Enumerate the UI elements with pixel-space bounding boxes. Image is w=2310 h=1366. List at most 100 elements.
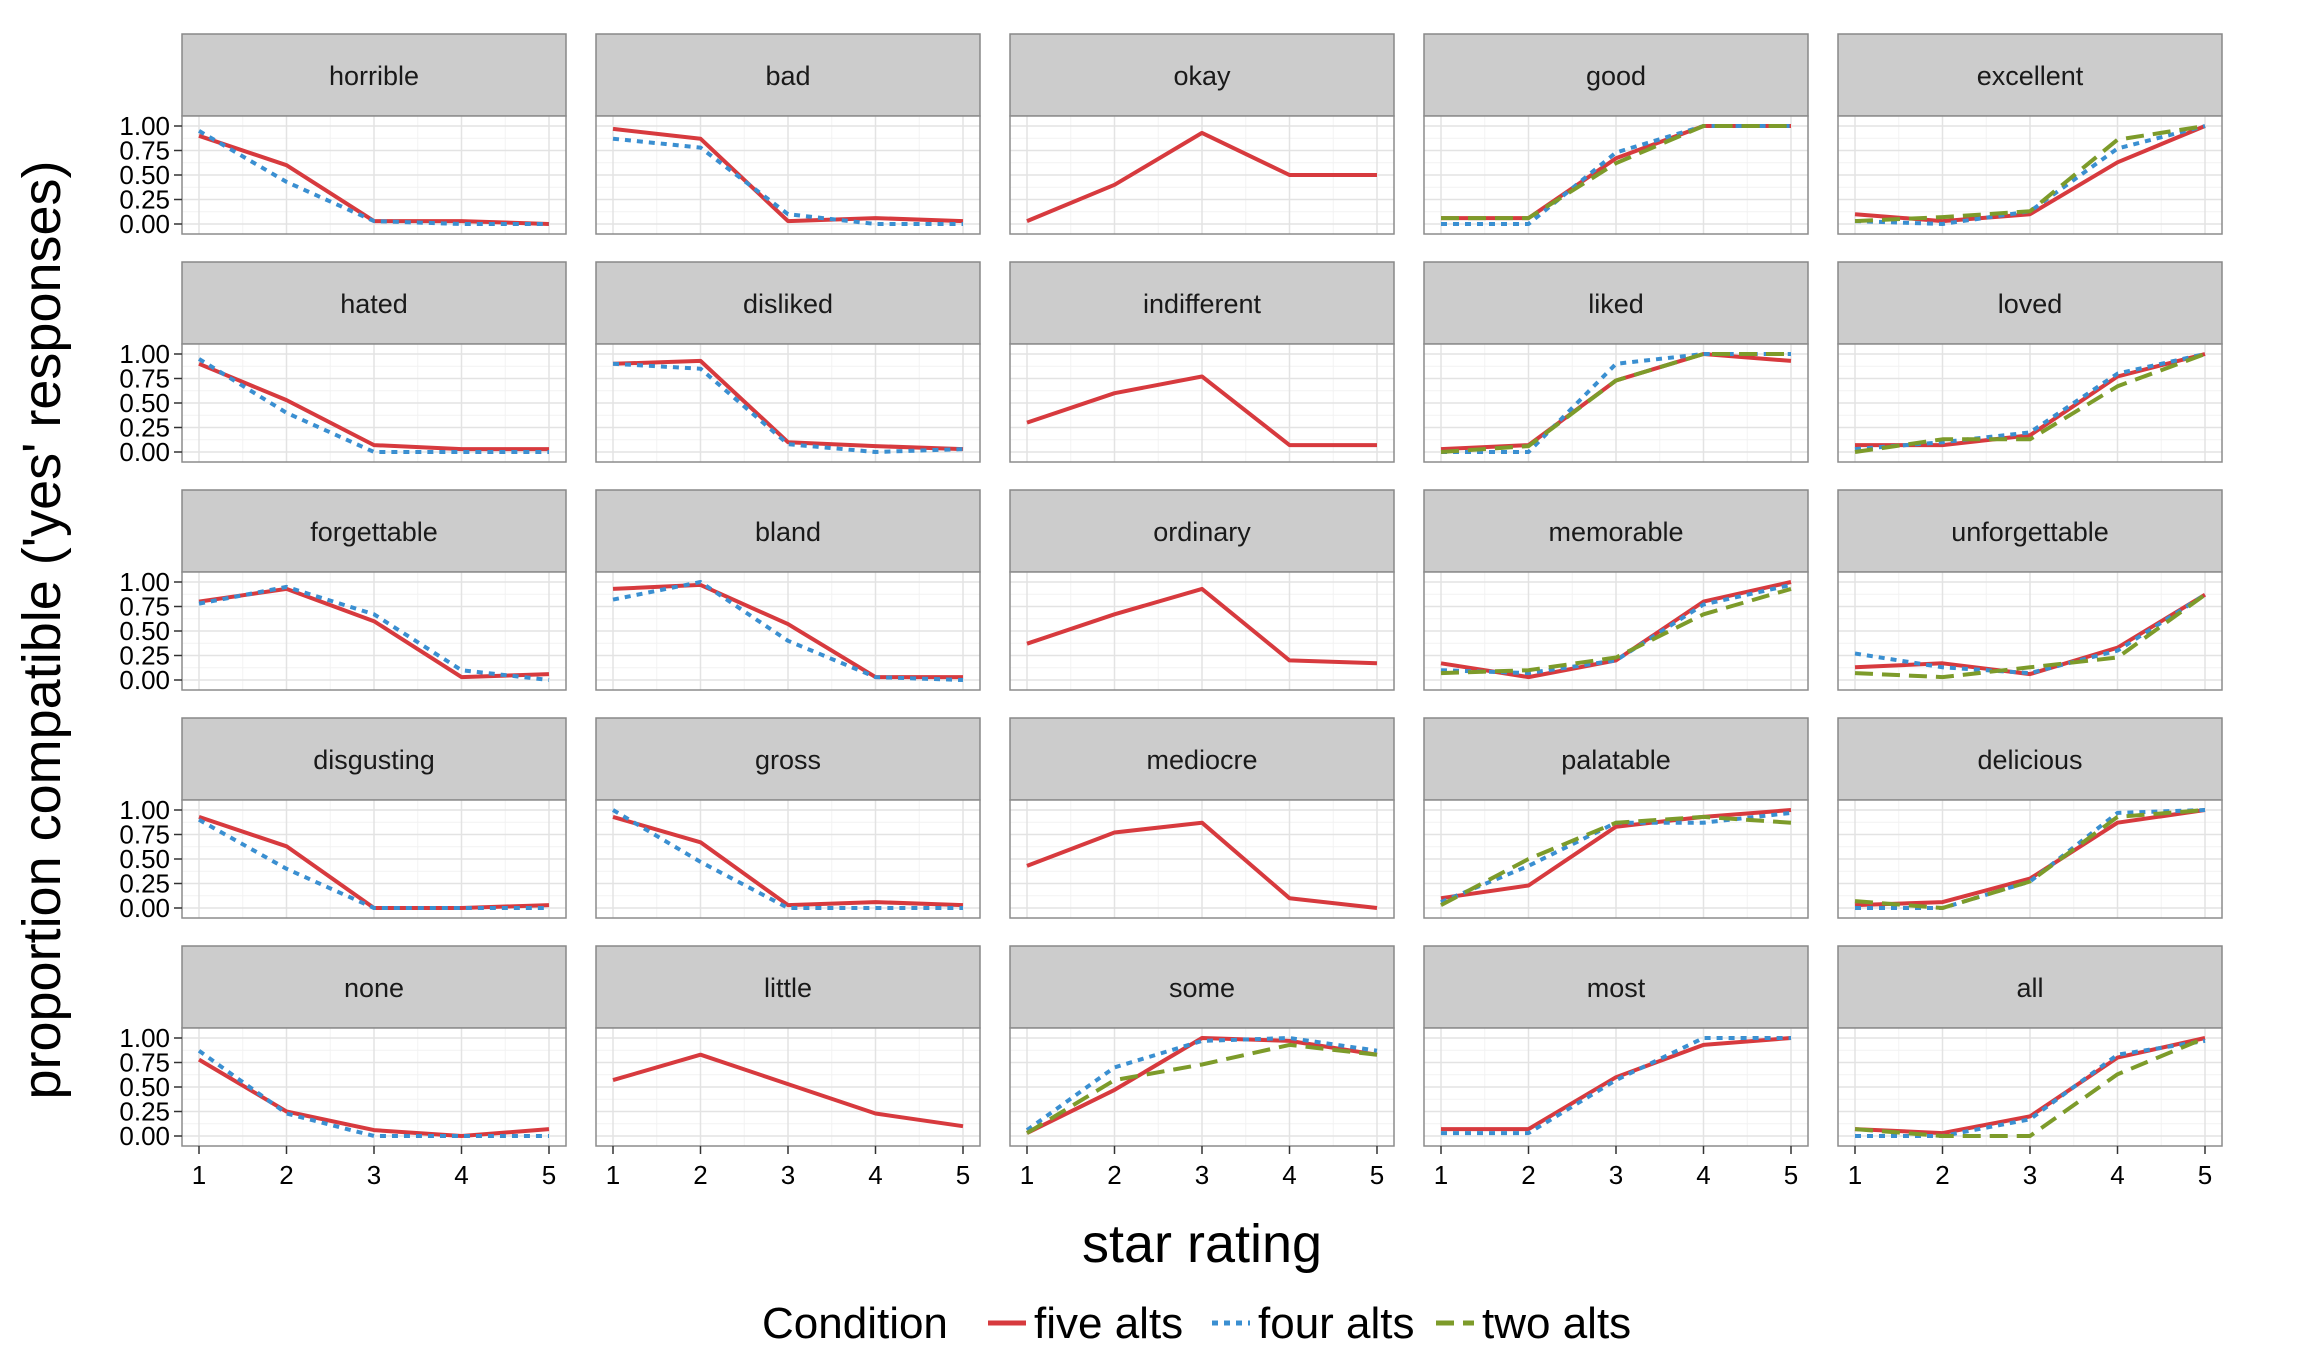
panel-border <box>1423 571 1809 691</box>
y-tick-label: 0.75 <box>119 136 170 166</box>
legend-title: Condition <box>762 1299 948 1348</box>
series-line-five-alts <box>1026 130 1377 223</box>
x-tick-label: 5 <box>1370 1160 1384 1190</box>
panel-strip <box>1009 33 1395 117</box>
y-tick-label: 0.25 <box>119 1097 170 1127</box>
panel-title: forgettable <box>310 517 438 547</box>
y-tick-label: 0.25 <box>119 413 170 443</box>
y-tick-label: 0.00 <box>119 437 170 467</box>
x-tick-label: 2 <box>1107 1160 1121 1190</box>
y-tick-label: 0.75 <box>119 364 170 394</box>
panel-strip <box>1837 717 2223 801</box>
series-line-two-alts <box>1854 352 2206 454</box>
panel-border <box>1837 343 2223 463</box>
series-line-four-alts <box>611 808 963 910</box>
y-tick-label: 0.25 <box>119 641 170 671</box>
x-tick-label: 3 <box>2023 1160 2037 1190</box>
x-tick-label: 1 <box>1434 1160 1448 1190</box>
series-line-five-alts <box>612 126 964 224</box>
panel-none: none 0.000.250.500.751.00 1 2 3 4 5 <box>119 945 567 1190</box>
panel-strip <box>181 945 567 1029</box>
panel-strip <box>1837 489 2223 573</box>
y-tick-label: 0.00 <box>119 1121 170 1151</box>
x-tick-label: 5 <box>956 1160 970 1190</box>
panel-title: none <box>344 973 404 1003</box>
panel-bad: bad <box>595 33 981 235</box>
panel-palatable: palatable <box>1423 717 1809 919</box>
panel-disliked: disliked <box>595 261 981 463</box>
y-tick-label: 0.00 <box>119 893 170 923</box>
series-line-two-alts <box>1854 593 2207 680</box>
panel-border <box>1009 115 1395 235</box>
y-tick-label: 0.25 <box>119 185 170 215</box>
panel-title: ordinary <box>1153 517 1251 547</box>
panel-delicious: delicious <box>1837 717 2223 919</box>
legend-entries: five alts four alts two alts <box>988 1299 1631 1348</box>
series-line-four-alts <box>197 129 549 226</box>
legend-entry-four-alts: four alts <box>1212 1299 1415 1348</box>
panel-strip <box>181 489 567 573</box>
panel-strip <box>1423 717 1809 801</box>
panel-liked: liked <box>1423 261 1809 463</box>
series-line-two-alts <box>1441 124 1791 221</box>
series-line-five-alts <box>198 586 550 680</box>
panel-border <box>595 799 981 919</box>
panel-good: good <box>1423 33 1809 235</box>
y-tick-label: 0.50 <box>119 616 170 646</box>
x-tick-label: 5 <box>542 1160 556 1190</box>
x-tick-label: 5 <box>1784 1160 1798 1190</box>
series-line-four-alts <box>1441 352 1791 454</box>
y-tick-label: 0.75 <box>119 820 170 850</box>
y-tick-label: 0.00 <box>119 665 170 695</box>
panel-hated: hated 0.000.250.500.751.00 <box>119 261 567 467</box>
series-line-five-alts <box>612 1052 964 1129</box>
x-tick-label: 1 <box>1020 1160 1034 1190</box>
series-line-four-alts <box>197 357 549 454</box>
y-tick-label: 0.75 <box>119 1048 170 1078</box>
panel-title: liked <box>1588 289 1644 319</box>
panel-title: little <box>764 973 812 1003</box>
panel-strip <box>1837 261 2223 345</box>
panel-bland: bland <box>595 489 981 691</box>
panel-border <box>1423 115 1809 235</box>
x-tick-label: 1 <box>606 1160 620 1190</box>
y-tick-label: 1.00 <box>119 567 170 597</box>
panel-border <box>595 571 981 691</box>
series-line-two-alts <box>1854 1036 2206 1138</box>
x-tick-label: 2 <box>693 1160 707 1190</box>
panel-border <box>1837 799 2223 919</box>
panel-strip <box>1009 261 1395 345</box>
y-tick-label: 0.50 <box>119 388 170 418</box>
legend: Condition five alts four alts two alts <box>762 1299 1631 1348</box>
y-tick-label: 0.25 <box>119 869 170 899</box>
panel-strip <box>181 717 567 801</box>
panel-title: unforgettable <box>1951 517 2109 547</box>
x-tick-label: 4 <box>1696 1160 1710 1190</box>
panel-unforgettable: unforgettable <box>1837 489 2223 691</box>
panel-title: some <box>1169 973 1235 1003</box>
panel-title: indifferent <box>1143 289 1262 319</box>
series-line-two-alts <box>1854 124 2206 224</box>
series-line-five-alts <box>1026 374 1377 448</box>
panel-strip <box>1009 717 1395 801</box>
panel-forgettable: forgettable 0.000.250.500.751.00 <box>119 489 567 695</box>
legend-entry-five-alts: five alts <box>988 1299 1183 1348</box>
panel-strip <box>595 717 981 801</box>
panel-strip <box>595 945 981 1029</box>
y-tick-label: 1.00 <box>119 111 170 141</box>
y-tick-label: 0.75 <box>119 592 170 622</box>
panel-okay: okay <box>1009 33 1395 235</box>
panel-gross: gross <box>595 717 981 919</box>
legend-label: two alts <box>1482 1299 1631 1348</box>
panel-strip <box>1009 489 1395 573</box>
series-line-two-alts <box>1854 808 2206 910</box>
y-tick-label: 0.50 <box>119 160 170 190</box>
series-line-four-alts <box>1854 124 2206 226</box>
x-tick-label: 1 <box>192 1160 206 1190</box>
y-tick-label: 0.00 <box>119 209 170 239</box>
panel-memorable: memorable <box>1423 489 1809 691</box>
panel-title: bland <box>755 517 821 547</box>
series-line-five-alts <box>1026 1036 1378 1135</box>
panel-border <box>1009 799 1395 919</box>
